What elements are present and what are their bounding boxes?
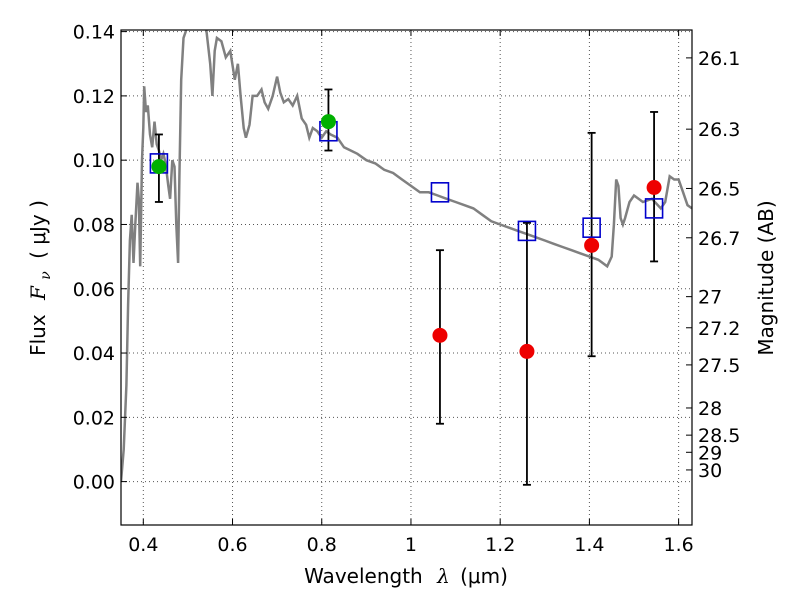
red-data-point [646,180,662,195]
magnitude-axis-label: Magnitude (AB) [754,200,778,355]
model-photometry-squares [149,120,664,242]
y-axis-label-unit: ( μJy ) [26,200,50,259]
model-spectrum-line [121,30,692,482]
error-bars [154,88,659,486]
plot-frame [120,29,693,526]
magnitude-tick-label: 27 [698,287,722,309]
x-axis-label-prefix: Wavelength [304,564,423,588]
magnitude-tick-label: 29 [698,442,722,464]
y-tick-label: 0.06 [73,279,115,301]
magnitude-tick-label: 26.5 [698,178,740,200]
x-tick-label: 0.8 [307,534,337,556]
model-square [582,217,601,238]
magnitude-tick-label: 28 [698,398,722,420]
x-axis-label-unit: (μm) [460,564,508,588]
y-axis-label-symbol: F [26,285,50,301]
green-data-point [320,114,336,130]
y-axis-label: Flux F ν ( μJy ) [26,200,55,356]
y-tick-label: 0.00 [73,472,115,494]
y-axis-label-subscript: ν [38,271,54,280]
green-data-point [151,159,167,175]
x-tick-label: 1.6 [664,534,694,556]
x-tick-label: 1 [405,534,417,556]
x-tick-label: 1.4 [574,534,604,556]
grid-lines [121,30,692,525]
y-axis-label-prefix: Flux [26,314,50,356]
magnitude-tick-label: 26.1 [698,48,740,70]
model-square [517,220,537,242]
y-tick-label: 0.14 [73,22,115,44]
red-data-point [584,237,600,253]
magnitude-tick-label: 26.3 [698,119,740,141]
y-tick-label: 0.12 [73,86,115,108]
model-square [430,182,450,203]
x-tick-label: 0.6 [217,534,247,556]
y-tick-label: 0.04 [73,343,115,365]
observed-points [151,114,662,359]
x-axis-label: Wavelength λ (μm) [304,564,508,588]
axis-ticks: 0.4 0.6 0.8 1 1.2 1.4 1.6 0.00 0.02 0.04 0.06 0.08 0… [73,22,741,556]
red-data-point [519,343,535,359]
y-tick-label: 0.08 [73,214,115,236]
y-tick-label: 0.10 [73,150,115,172]
y-tick-label: 0.02 [73,407,115,429]
x-tick-label: 1.2 [485,534,515,556]
x-axis-label-symbol: λ [436,564,450,588]
magnitude-tick-label: 27.5 [698,355,740,377]
plot-area [121,30,692,486]
model-square [644,198,664,219]
magnitude-tick-label: 27.2 [698,318,740,340]
red-data-point [432,327,448,343]
magnitude-tick-label: 28.5 [698,425,740,447]
magnitude-tick-label: 30 [698,460,722,482]
magnitude-tick-label: 26.7 [698,228,740,250]
x-tick-label: 0.4 [128,534,158,556]
